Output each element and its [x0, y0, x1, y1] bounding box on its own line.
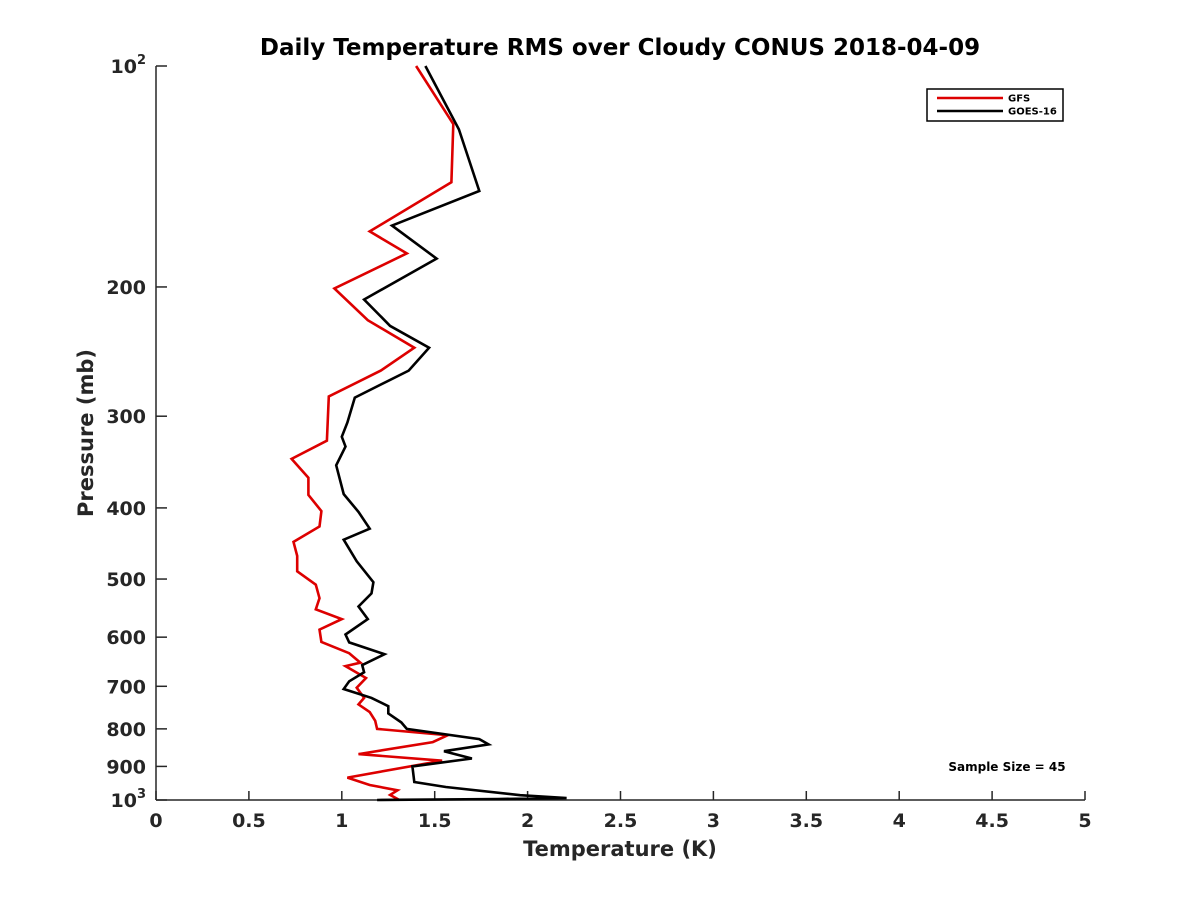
y-tick-label: 900	[106, 756, 146, 778]
x-tick-label: 4	[893, 810, 906, 832]
y-axis-label: Pressure (mb)	[74, 349, 98, 517]
x-tick-label: 0.5	[232, 810, 266, 832]
y-tick-label: 102	[111, 53, 147, 78]
series-line-goes16	[334, 65, 567, 802]
x-tick-label: 3	[707, 810, 720, 832]
ticks: 0 0.5 1 1.5 2 2.5 3 3.5 4 4.5 5 102 200 300 400 500 600 7…	[106, 53, 1091, 832]
y-tick-label: 103	[111, 787, 147, 812]
x-tick-label: 0	[149, 810, 162, 832]
legend-label-gfs: GFS	[1008, 94, 1030, 105]
series-layer	[289, 65, 567, 802]
x-tick-label: 1	[335, 810, 348, 832]
y-tick-label: 400	[106, 498, 146, 520]
series-line-gfs	[289, 65, 455, 802]
y-tick-label: 200	[106, 277, 146, 299]
x-axis-label: Temperature (K)	[523, 837, 717, 861]
y-tick-label: 700	[106, 676, 146, 698]
y-tick-label: 300	[106, 406, 146, 428]
x-tick-label: 5	[1078, 810, 1091, 832]
y-tick-label: 600	[106, 627, 146, 649]
legend: GFS GOES-16	[926, 88, 1064, 122]
x-tick-label: 4.5	[975, 810, 1009, 832]
x-tick-label: 2.5	[604, 810, 638, 832]
sample-size-annotation: Sample Size = 45	[948, 760, 1065, 774]
legend-box	[926, 88, 1064, 122]
x-tick-label: 1.5	[418, 810, 452, 832]
y-tick-label: 500	[106, 569, 146, 591]
legend-label-goes16: GOES-16	[1008, 107, 1057, 118]
y-tick-label: 800	[106, 719, 146, 741]
x-tick-label: 3.5	[789, 810, 823, 832]
x-tick-label: 2	[521, 810, 534, 832]
chart-title: Daily Temperature RMS over Cloudy CONUS …	[260, 35, 980, 61]
